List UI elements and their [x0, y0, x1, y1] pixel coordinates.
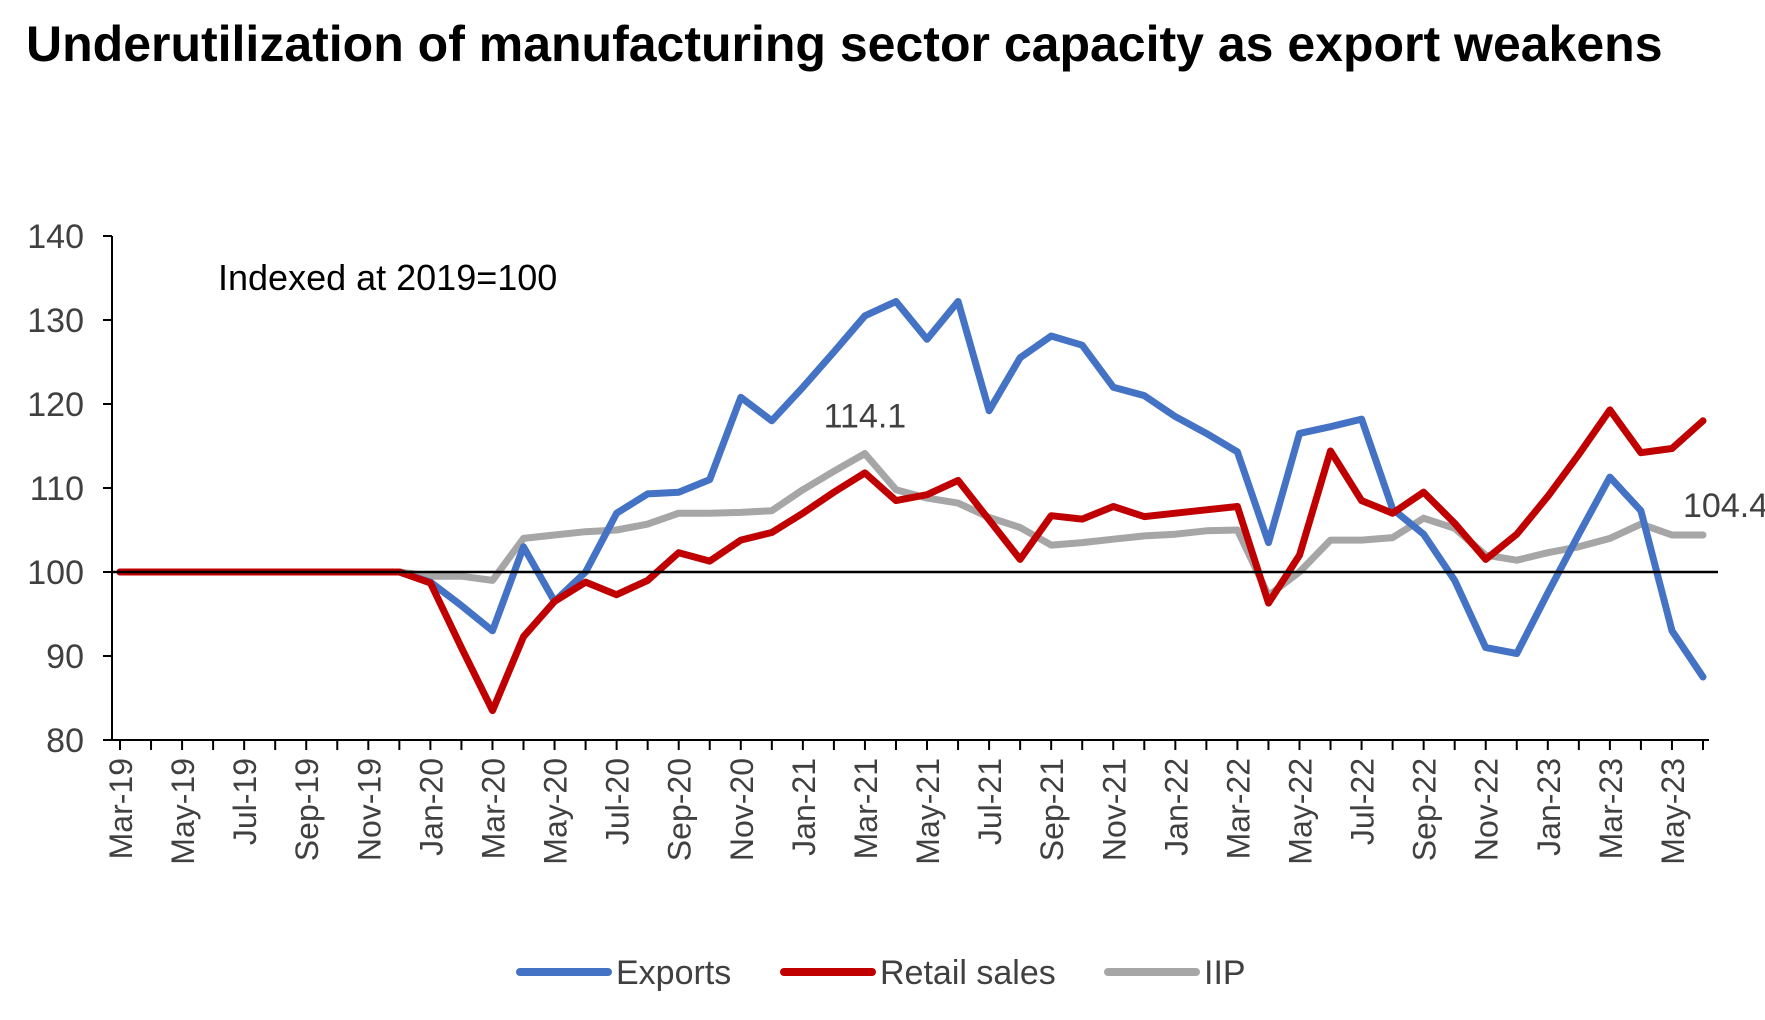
series-line-exports: [116, 298, 1707, 681]
y-tick-label: 100: [27, 554, 84, 592]
x-tick-label: Mar-23: [1593, 758, 1629, 859]
x-tick-label: May-22: [1282, 758, 1318, 865]
x-tick-label: Sep-20: [662, 758, 698, 861]
x-axis: Mar-19 May-19 Jul-19 Sep-19 Nov-19 Jan-20 Mar-…: [103, 739, 1709, 865]
x-tick-label: Jan-23: [1531, 758, 1567, 856]
x-tick-label: Nov-22: [1469, 758, 1505, 861]
x-tick-label: Mar-22: [1220, 758, 1256, 859]
series-layer: [116, 298, 1707, 715]
y-tick-label: 110: [30, 470, 84, 508]
x-tick-label: Jan-22: [1158, 758, 1194, 856]
legend: Exports Retail sales IIP: [516, 954, 1246, 992]
x-tick-label: Sep-19: [289, 758, 325, 861]
legend-label-exports: Exports: [616, 954, 731, 992]
x-tick-label: Jul-21: [972, 758, 1008, 845]
legend-label-retail-sales: Retail sales: [880, 954, 1056, 992]
x-tick-label: Mar-20: [475, 758, 511, 859]
data-label: 114.1: [824, 398, 907, 436]
x-tick-label: Mar-19: [103, 758, 139, 859]
x-tick-label: Jul-20: [600, 758, 636, 845]
x-tick-label: Nov-21: [1096, 758, 1132, 861]
x-tick-label: Sep-22: [1407, 758, 1443, 861]
y-tick-label: 80: [46, 722, 84, 760]
x-tick-label: Jan-21: [786, 758, 822, 856]
x-tick-label: May-20: [538, 758, 574, 865]
y-tick-label: 130: [27, 302, 84, 340]
x-tick-label: Jul-22: [1345, 758, 1381, 845]
y-tick-label: 90: [46, 638, 84, 676]
y-tick-label: 140: [27, 218, 84, 256]
x-tick-label: Nov-20: [724, 758, 760, 861]
series-line-retail-sales: [116, 406, 1707, 715]
x-tick-label: Jan-20: [413, 758, 449, 856]
x-tick-label: Sep-21: [1034, 758, 1070, 861]
x-tick-label: May-23: [1655, 758, 1691, 865]
legend-label-iip: IIP: [1204, 954, 1246, 992]
data-label: 104.4: [1683, 487, 1765, 525]
x-tick-label: May-21: [910, 758, 946, 865]
y-tick-label: 120: [27, 386, 84, 424]
x-tick-label: Jul-19: [227, 758, 263, 845]
chart-title: Underutilization of manufacturing sector…: [26, 16, 1663, 72]
data-labels-layer: 114.1 104.4: [824, 398, 1765, 525]
x-tick-label: May-19: [165, 758, 201, 865]
x-tick-label: Nov-19: [351, 758, 387, 861]
x-tick-label: Mar-21: [848, 758, 884, 859]
index-annotation: Indexed at 2019=100: [218, 257, 557, 298]
y-axis: 80 90 100 110 120 130 140: [27, 218, 113, 760]
